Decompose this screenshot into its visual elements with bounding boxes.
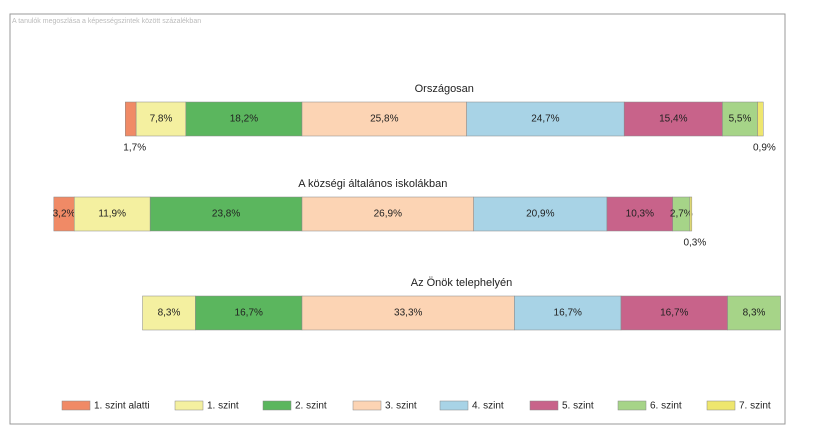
bar-segment (301, 295, 515, 331)
bar-segment (757, 101, 764, 137)
value-label: 0,9% (753, 143, 776, 154)
value-label: 18,2% (230, 114, 258, 125)
bar-segment (514, 295, 622, 331)
legend-label: 5. szint (562, 401, 594, 412)
value-label: 1,7% (123, 143, 146, 154)
legend-label: 1. szint (207, 401, 239, 412)
legend-label: 6. szint (650, 401, 682, 412)
bar-segment (185, 101, 303, 137)
value-label: 24,7% (531, 114, 559, 125)
legend-label: 1. szint alatti (94, 401, 150, 412)
bar-segment (620, 295, 728, 331)
legend-swatch (617, 400, 647, 411)
bar-segment (125, 101, 137, 137)
bar-segment (466, 101, 625, 137)
bar-segment (135, 101, 187, 137)
legend-label: 3. szint (385, 401, 417, 412)
value-label: 8,3% (158, 308, 181, 319)
value-label: 3,2% (53, 209, 76, 220)
legend-swatch (706, 400, 736, 411)
value-label: 8,3% (743, 308, 766, 319)
legend-swatch (61, 400, 91, 411)
bar-segment (722, 101, 758, 137)
value-label: 16,7% (235, 308, 263, 319)
row-title: A községi általános iskolákban (298, 178, 447, 190)
bar-segment (606, 196, 673, 232)
value-label: 16,7% (660, 308, 688, 319)
row-title: Országosan (415, 83, 474, 95)
legend-swatch (439, 400, 469, 411)
value-label: 33,3% (394, 308, 422, 319)
bar-segment (727, 295, 781, 331)
value-label: 16,7% (554, 308, 582, 319)
legend-label: 2. szint (295, 401, 327, 412)
value-label: 20,9% (526, 209, 554, 220)
value-label: 5,5% (729, 114, 752, 125)
frame (9, 13, 786, 425)
bar-segment (195, 295, 303, 331)
legend-label: 7. szint (739, 401, 771, 412)
legend-swatch (174, 400, 204, 411)
bar-segment (73, 196, 151, 232)
bar-segment (149, 196, 303, 232)
bar-segment (623, 101, 723, 137)
value-label: 10,3% (626, 209, 654, 220)
chart-subtitle: A tanulók megoszlása a képességszintek k… (12, 18, 201, 25)
value-label: 2,7% (670, 209, 693, 220)
value-label: 15,4% (659, 114, 687, 125)
bar-segment (689, 196, 693, 232)
value-label: 11,9% (98, 209, 126, 220)
legend-swatch (529, 400, 559, 411)
value-label: 0,3% (683, 238, 706, 249)
bar-segment (301, 196, 474, 232)
row-title: Az Önök telephelyén (411, 277, 513, 289)
legend-swatch (352, 400, 382, 411)
value-label: 25,8% (370, 114, 398, 125)
bar-segment (142, 295, 196, 331)
legend-swatch (262, 400, 292, 411)
value-label: 26,9% (374, 209, 402, 220)
value-label: 23,8% (212, 209, 240, 220)
legend-label: 4. szint (472, 401, 504, 412)
value-label: 7,8% (150, 114, 173, 125)
